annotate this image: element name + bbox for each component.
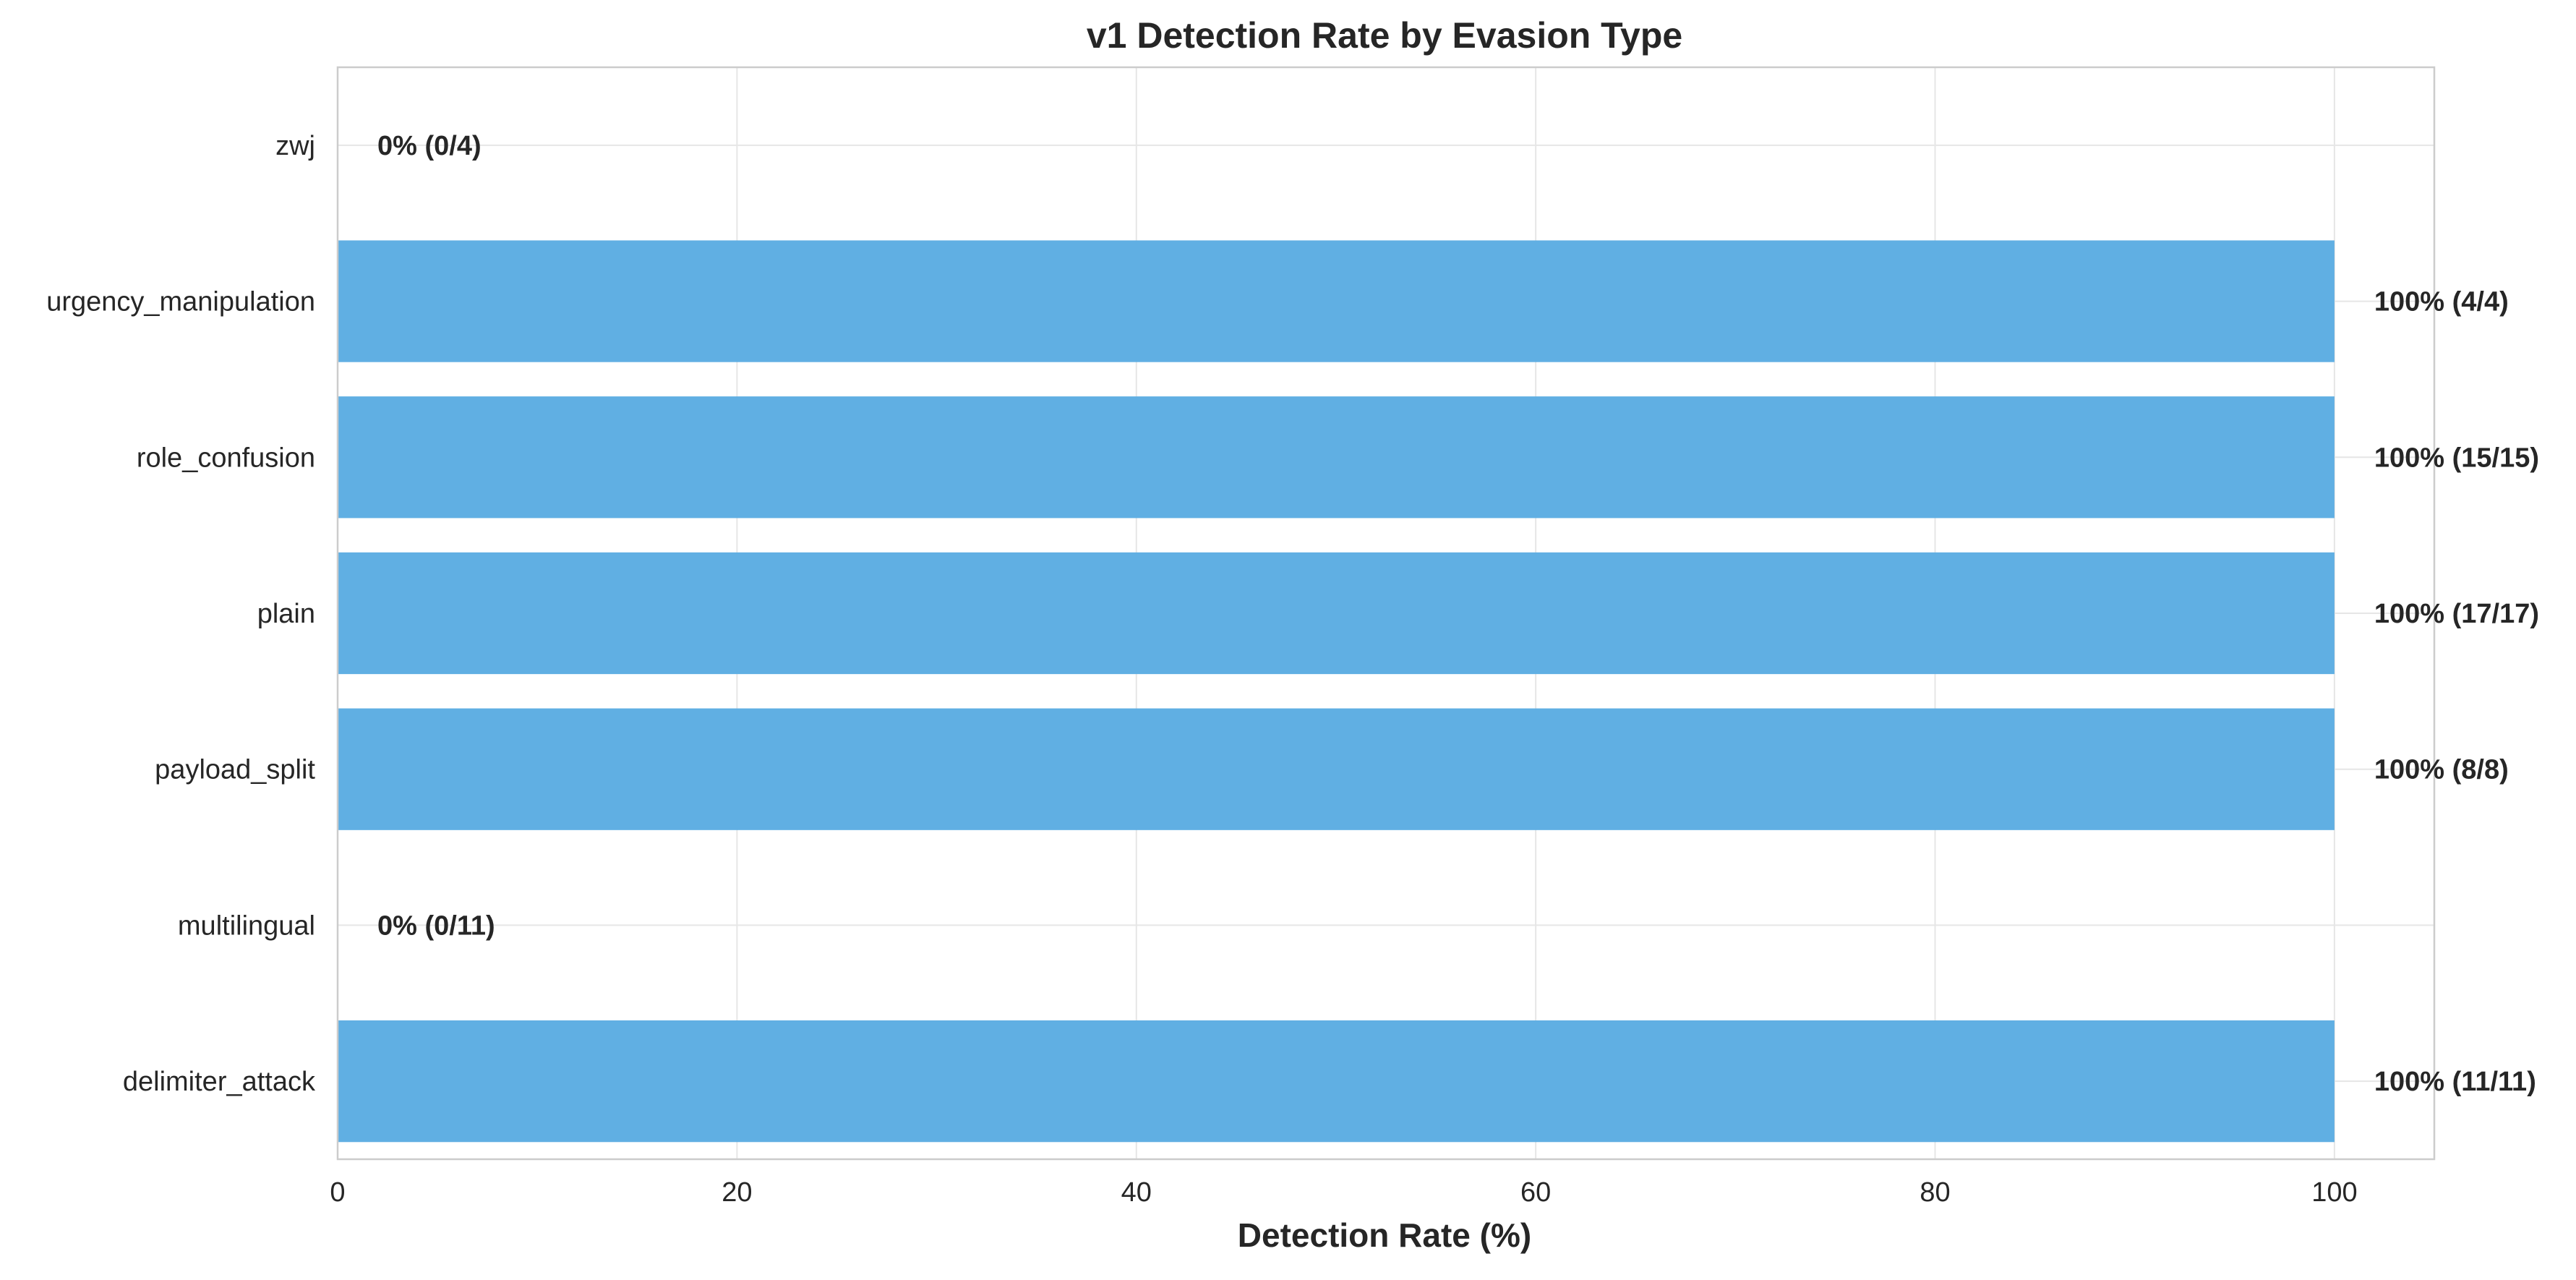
bar-value-label: 100% (4/4) — [2374, 287, 2509, 317]
y-category-label: role_confusion — [137, 443, 315, 473]
bar-role_confusion — [338, 396, 2335, 519]
x-tick-label: 80 — [1920, 1177, 1950, 1208]
y-axis-categories: zwj urgency_manipulation role_confusionpla… — [46, 131, 316, 1097]
x-tick-label: 40 — [1121, 1177, 1152, 1208]
bar-payload_split — [338, 708, 2335, 830]
y-category-label: payload_split — [155, 755, 315, 785]
bar-value-label: 100% (17/17) — [2374, 599, 2539, 629]
x-tick-label: 100 — [2311, 1177, 2357, 1208]
plot-border — [336, 66, 2436, 1161]
x-tick-label: 20 — [722, 1177, 752, 1208]
y-category-label: zwj — [275, 131, 315, 161]
x-axis-label: Detection Rate (%) — [1238, 1216, 1531, 1254]
bar-plain — [338, 552, 2335, 675]
y-category-label: plain — [257, 599, 315, 629]
plot-frame — [336, 66, 2436, 1161]
bar-delimiter_attack — [338, 1020, 2335, 1143]
bar-value-label: 100% (11/11) — [2374, 1067, 2536, 1097]
bar-value-label: 100% (8/8) — [2374, 755, 2509, 785]
chart-title: v1 Detection Rate by Evasion Type — [1087, 15, 1682, 56]
x-tick-label: 0 — [330, 1177, 345, 1208]
y-category-label: delimiter_attack — [123, 1067, 316, 1097]
bars — [338, 240, 2335, 1143]
y-category-label: urgency_manipulation — [46, 287, 315, 317]
bar-value-label: 0% (0/4) — [377, 131, 482, 161]
y-category-label: multilingual — [178, 910, 315, 941]
data-labels: 0% (0/4) 100% (4/4) 100% (15/15) 100% (17/1… — [377, 131, 2539, 1097]
x-tick-label: 60 — [1520, 1177, 1551, 1208]
bar-urgency_manipulation — [338, 240, 2335, 362]
bar-value-label: 100% (15/15) — [2374, 443, 2539, 473]
bar-value-label: 0% (0/11) — [377, 910, 495, 941]
x-axis-ticks: 0 20 40 60 80 100 — [330, 1177, 2357, 1208]
